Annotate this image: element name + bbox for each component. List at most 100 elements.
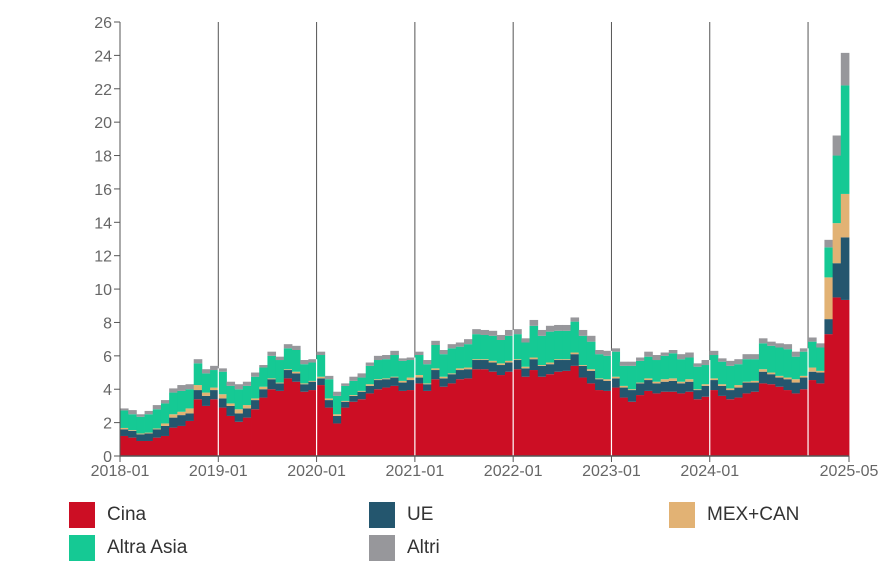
bar-segment-ue [259,389,268,398]
bar-segment-altra-asia [791,356,801,380]
bar-segment-altra-asia [316,355,326,377]
bar-segment-ue [136,434,145,441]
bar-segment-altra-asia [177,390,186,412]
bar-segment-altra-asia [398,360,408,381]
bar-segment-ue [267,379,277,390]
bar-segment-altri [431,340,440,345]
bar-segment-mex-can [201,392,211,396]
bar-segment-cina [185,420,195,456]
bar-segment-mex-can [480,359,489,361]
bar-segment-altri [791,351,801,357]
bar-segment-altri [685,352,694,358]
bar-segment-altri [734,359,743,365]
legend-item-ue: UE [369,502,433,528]
bar-segment-mex-can [586,369,596,371]
bar-segment-ue [676,383,686,394]
bar-segment-ue [496,365,506,376]
bar-segment-altri [644,351,653,357]
bar-segment-mex-can [398,380,408,383]
bar-segment-altra-asia [545,331,555,363]
bar-segment-ue [283,370,293,379]
bar-segment-ue [365,385,375,394]
bar-segment-cina [390,385,399,456]
bar-segment-altri [406,357,416,361]
bar-segment-cina [767,384,776,456]
bar-segment-ue [791,382,801,394]
bar-segment-mex-can [636,382,645,384]
bar-segment-mex-can [701,384,711,386]
bar-segment-ue [275,383,285,391]
bar-segment-altra-asia [750,359,760,381]
bar-segment-ue [464,369,473,379]
bar-segment-altri [693,363,702,367]
bar-segment-mex-can [799,375,809,378]
bar-segment-altra-asia [455,346,465,369]
bar-segment-altri [275,356,285,361]
bar-segment-ue [431,370,440,380]
bar-segment-mex-can [431,368,440,371]
bar-segment-ue [226,405,236,416]
bar-segment-cina [808,380,817,456]
bar-segment-altra-asia [275,360,285,383]
bar-segment-altri [144,410,154,415]
legend-item-mexcan: MEX+CAN [669,502,799,528]
bar-segment-cina [586,383,596,456]
bar-segment-mex-can [144,432,154,434]
bar-segment-cina [595,390,604,456]
bar-segment-ue [341,401,350,408]
bar-segment-ue [406,380,416,391]
bar-segment-cina [758,383,768,456]
bar-segment-cina [365,393,375,456]
bar-segment-mex-can [660,379,670,382]
bar-segment-mex-can [545,362,555,365]
bar-segment-altra-asia [193,363,203,386]
bar-segment-altri [595,350,604,355]
y-tick-label: 18 [94,149,112,166]
bar-segment-altri [210,365,219,371]
bar-segment-altri [570,317,580,322]
bar-segment-mex-can [406,377,416,381]
bar-segment-ue [324,400,334,408]
bar-segment-altra-asia [308,362,317,381]
y-tick-label: 4 [103,382,112,399]
y-tick-label: 10 [94,282,112,299]
bar-segment-ue [488,362,498,372]
bar-segment-mex-can [316,376,326,379]
legend-swatch-mexcan [669,502,695,528]
bar-segment-cina [242,417,252,456]
bar-segment-altra-asia [414,355,424,376]
bar-segment-altra-asia [644,356,653,379]
bar-segment-altra-asia [504,335,514,361]
bar-segment-mex-can [152,428,162,430]
bar-segment-altri [324,375,334,380]
bar-segment-ue [636,383,645,396]
bar-segment-altri [537,329,547,336]
bar-segment-altra-asia [382,359,391,379]
bar-segment-ue [701,385,711,397]
bar-segment-altri [726,360,735,366]
bar-segment-mex-can [824,277,834,320]
bar-segment-altra-asia [619,365,629,386]
bar-segment-altra-asia [464,344,473,368]
grid-lines [217,22,809,456]
bar-segment-cina [292,381,301,456]
bar-segment-cina [488,371,498,456]
bar-segment-mex-can [693,389,702,391]
bar-segment-cina [308,390,317,456]
bar-segment-altra-asia [152,409,162,429]
bar-segment-cina [750,391,760,456]
bar-segment-altra-asia [685,357,694,380]
bar-segment-ue [193,390,203,400]
bar-segment-ue [373,380,383,390]
bar-segment-mex-can [120,427,129,430]
bar-segment-altri [488,330,498,336]
bar-segment-altri [185,384,195,390]
bar-segment-cina [234,421,244,456]
bar-segment-altri [521,338,530,343]
bar-segment-mex-can [775,375,784,378]
bar-segment-mex-can [472,359,481,361]
bar-segment-cina [210,399,219,456]
bar-segment-cina [611,387,621,456]
bar-segment-cina [832,297,842,456]
bar-segment-altri [382,355,391,360]
